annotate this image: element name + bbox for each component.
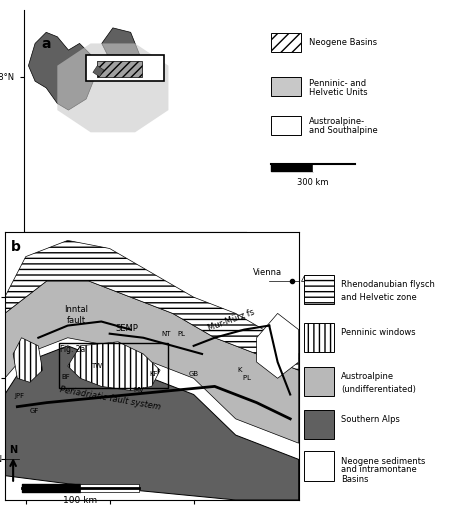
Text: NT: NT	[162, 331, 171, 337]
Bar	[304, 367, 335, 396]
Text: Vienna: Vienna	[253, 268, 282, 277]
Polygon shape	[57, 43, 168, 132]
Text: Neogene Basins: Neogene Basins	[309, 38, 377, 47]
Bar	[272, 116, 301, 135]
Bar	[304, 410, 335, 439]
Text: PL: PL	[243, 375, 254, 381]
Text: MV: MV	[134, 387, 145, 393]
Text: b: b	[10, 240, 20, 255]
Text: PL: PL	[177, 331, 185, 337]
Polygon shape	[5, 240, 299, 370]
Text: 100 km: 100 km	[63, 496, 97, 505]
Text: and Southalpine: and Southalpine	[309, 126, 378, 135]
Bar	[304, 275, 335, 304]
Text: JPF: JPF	[14, 393, 25, 399]
Polygon shape	[68, 342, 160, 390]
Polygon shape	[102, 28, 139, 72]
Bar	[272, 33, 301, 53]
Text: Austroalpine: Austroalpine	[341, 372, 394, 381]
Text: a: a	[42, 37, 51, 51]
Text: Mur-Mürz fs: Mur-Mürz fs	[207, 307, 256, 332]
Text: b: b	[92, 61, 100, 71]
Text: 300 km: 300 km	[298, 178, 329, 187]
Bar	[86, 55, 164, 81]
Text: 46°N: 46°N	[0, 455, 3, 464]
Text: K: K	[237, 367, 242, 373]
Text: Austroalpine-: Austroalpine-	[309, 117, 365, 126]
Bar	[272, 77, 301, 96]
Polygon shape	[13, 338, 43, 382]
Bar	[97, 61, 142, 77]
Text: and Helvetic zone: and Helvetic zone	[341, 293, 417, 302]
Text: GB: GB	[189, 371, 199, 377]
Text: Neogene sediments: Neogene sediments	[341, 457, 426, 466]
Text: Rhenodanubian flysch: Rhenodanubian flysch	[341, 280, 435, 289]
Bar	[59, 342, 168, 388]
Polygon shape	[5, 281, 299, 443]
Text: SEMP: SEMP	[115, 324, 138, 332]
Text: GF: GF	[29, 408, 39, 414]
Bar	[304, 451, 335, 481]
Polygon shape	[93, 66, 104, 77]
Text: and intramontane
Basins: and intramontane Basins	[341, 465, 417, 484]
Text: Penninic windows: Penninic windows	[341, 328, 416, 337]
Polygon shape	[256, 314, 299, 378]
Text: N: N	[9, 445, 17, 456]
Text: Periadriatic fault system: Periadriatic fault system	[59, 385, 161, 412]
Polygon shape	[28, 32, 95, 110]
Bar	[304, 323, 335, 352]
Text: Fig. 2a: Fig. 2a	[60, 345, 85, 354]
Text: TW: TW	[91, 363, 103, 369]
Text: Inntal
fault: Inntal fault	[64, 306, 88, 325]
Text: Helvetic Units: Helvetic Units	[309, 88, 368, 97]
Text: BF: BF	[61, 374, 70, 380]
Text: 48°N: 48°N	[301, 276, 322, 285]
Text: Southern Alps: Southern Alps	[341, 416, 400, 425]
Polygon shape	[5, 346, 299, 500]
Text: Penninic- and: Penninic- and	[309, 78, 366, 87]
Text: KF: KF	[149, 371, 158, 377]
Text: (undifferentiated): (undifferentiated)	[341, 385, 416, 394]
